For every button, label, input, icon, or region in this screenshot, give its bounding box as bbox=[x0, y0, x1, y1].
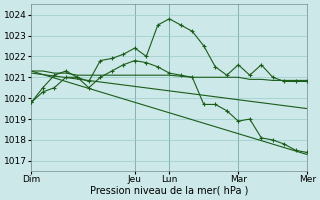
X-axis label: Pression niveau de la mer( hPa ): Pression niveau de la mer( hPa ) bbox=[90, 186, 249, 196]
